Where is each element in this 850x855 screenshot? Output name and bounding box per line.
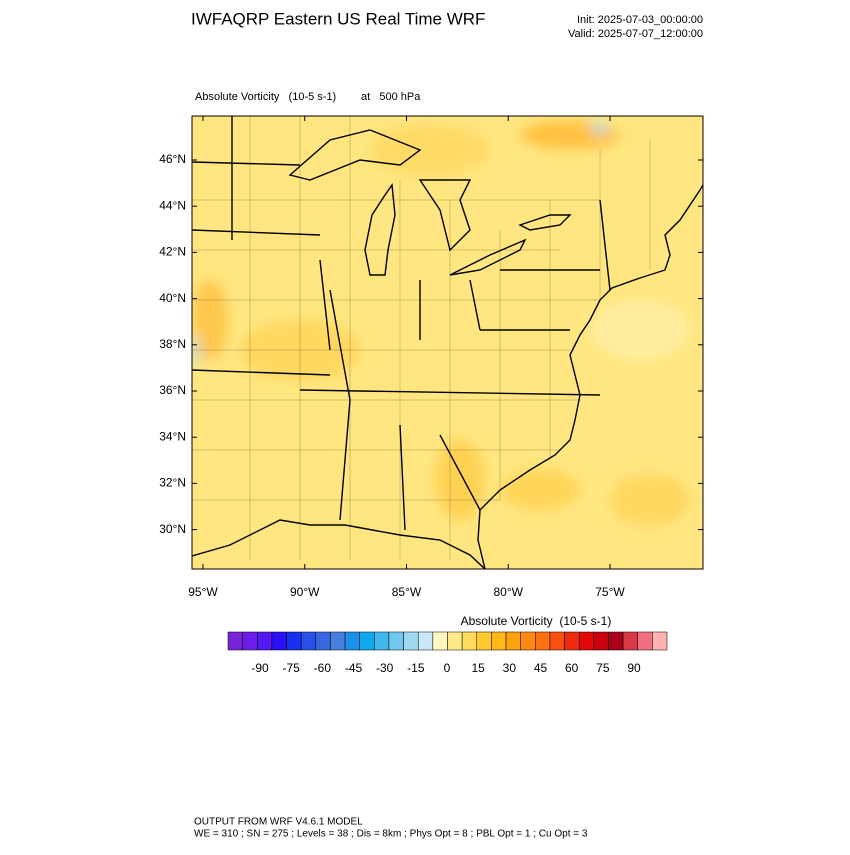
lat-label: 38°N bbox=[159, 337, 186, 351]
colorbar-box bbox=[300, 631, 317, 651]
colorbar-box bbox=[622, 631, 638, 651]
colorbar-tick-label: -30 bbox=[376, 661, 394, 675]
colorbar-label: Absolute Vorticity (10-5 s-1) bbox=[461, 614, 612, 628]
lon-label: 90°W bbox=[290, 585, 320, 599]
map-area bbox=[192, 116, 703, 569]
colorbar-box bbox=[476, 631, 492, 651]
colorbar-box bbox=[461, 631, 478, 651]
colorbar-box bbox=[447, 631, 463, 651]
colorbar-box bbox=[417, 631, 434, 651]
colorbar-tick-label: 60 bbox=[565, 661, 579, 675]
field-level: at 500 hPa bbox=[361, 91, 421, 103]
colorbar-box bbox=[403, 631, 419, 651]
colorbar-box bbox=[520, 631, 536, 651]
title: IWFAQRP Eastern US Real Time WRF bbox=[191, 9, 485, 28]
colorbar-box bbox=[242, 631, 258, 651]
colorbar-box bbox=[257, 631, 273, 651]
colorbar-box bbox=[359, 631, 375, 651]
lon-label: 75°W bbox=[595, 585, 625, 599]
lat-label: 36°N bbox=[159, 383, 186, 397]
lon-label: 95°W bbox=[188, 585, 218, 599]
colorbar-tick-label: 45 bbox=[534, 661, 548, 675]
colorbar-box bbox=[315, 631, 331, 651]
colorbar-tick-label: 90 bbox=[627, 661, 641, 675]
colorbar-box bbox=[549, 631, 565, 651]
lat-label: 42°N bbox=[159, 245, 186, 259]
lon-label: 85°W bbox=[392, 585, 422, 599]
colorbar-box bbox=[593, 631, 609, 651]
init-time: Init: 2025-07-03_00:00:00 bbox=[577, 14, 703, 26]
colorbar-tick-label: 0 bbox=[444, 661, 451, 675]
lat-label: 46°N bbox=[159, 152, 186, 166]
colorbar-tick-label: -75 bbox=[282, 661, 300, 675]
lat-label: 40°N bbox=[159, 291, 186, 305]
colorbar-box bbox=[432, 631, 448, 651]
colorbar-box bbox=[608, 631, 624, 651]
map-frame bbox=[191, 115, 704, 570]
colorbar-tick-label: -15 bbox=[407, 661, 425, 675]
colorbar-box bbox=[491, 631, 507, 651]
colorbar-box bbox=[374, 631, 390, 651]
colorbar-box bbox=[388, 631, 404, 651]
footer-line: OUTPUT FROM WRF V4.6.1 MODEL bbox=[194, 817, 363, 828]
footer-line: WE = 310 ; SN = 275 ; Levels = 38 ; Dis … bbox=[194, 829, 588, 840]
colorbar-box bbox=[227, 631, 243, 651]
colorbar-box bbox=[578, 631, 595, 651]
colorbar-tick-label: -60 bbox=[314, 661, 332, 675]
lat-label: 44°N bbox=[159, 198, 186, 212]
lat-label: 32°N bbox=[159, 476, 186, 490]
lon-label: 80°W bbox=[494, 585, 524, 599]
colorbar-tick-label: 75 bbox=[596, 661, 610, 675]
colorbar-box bbox=[286, 631, 302, 651]
colorbar-box bbox=[535, 631, 551, 651]
colorbar-box bbox=[564, 631, 580, 651]
lat-label: 34°N bbox=[159, 429, 186, 443]
lat-label: 30°N bbox=[159, 522, 186, 536]
colorbar-tick-label: 15 bbox=[471, 661, 485, 675]
colorbar-tick-label: -45 bbox=[345, 661, 363, 675]
colorbar-box bbox=[330, 631, 346, 651]
colorbar-box bbox=[652, 631, 668, 651]
colorbar-box bbox=[344, 631, 360, 651]
colorbar-box bbox=[271, 631, 287, 651]
colorbar-box bbox=[505, 631, 521, 651]
colorbar-tick-label: -90 bbox=[251, 661, 269, 675]
field-name: Absolute Vorticity (10-5 s-1) bbox=[195, 91, 336, 103]
colorbar-tick-label: 30 bbox=[503, 661, 517, 675]
colorbar-box bbox=[637, 631, 653, 651]
valid-time: Valid: 2025-07-07_12:00:00 bbox=[568, 28, 703, 40]
